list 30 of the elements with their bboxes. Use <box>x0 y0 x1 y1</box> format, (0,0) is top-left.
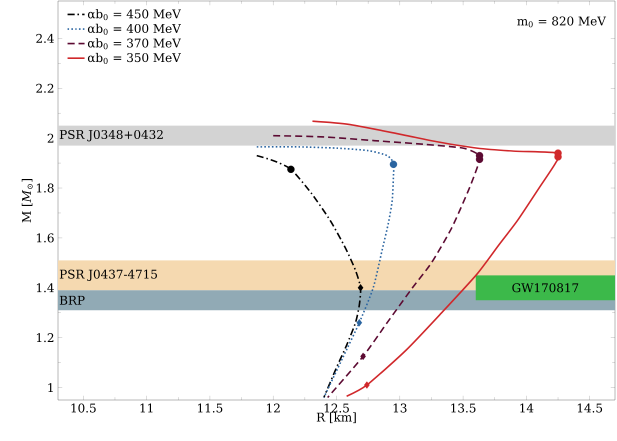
y-tick-label: 1.2 <box>36 333 54 342</box>
band-label: BRP <box>60 296 85 305</box>
x-tick-label: 13 <box>394 404 407 413</box>
y-tick-label: 2 <box>48 134 54 143</box>
x-tick-label: 14 <box>520 404 534 412</box>
x-tick-label: 12.5 <box>324 404 349 413</box>
annotation: GW170817 <box>512 283 578 292</box>
point <box>356 318 362 326</box>
band-label: PSR J0348+0432 <box>60 130 163 142</box>
y-tick-label: 1.8 <box>36 184 54 193</box>
y-tick-label: 2.4 <box>36 34 54 43</box>
legend-label: αb$_{0}$ = 350 MeV <box>88 52 182 64</box>
legend-label: αb$_{0}$ = 370 MeV <box>88 38 182 50</box>
legend-label: αb$_{0}$ = 450 MeV <box>88 9 182 20</box>
point <box>358 284 364 292</box>
x-tick-label: 14.5 <box>578 404 602 413</box>
x-tick-label: 10.5 <box>71 404 96 413</box>
legend-label: αb$_{0}$ = 400 MeV <box>88 24 182 35</box>
y-tick-label: 2.2 <box>36 84 54 93</box>
x-tick-label: 11 <box>140 404 153 412</box>
x-axis-title: R [km] <box>316 412 356 424</box>
annotation: m$_{0}$ = 820 MeV <box>517 16 606 28</box>
x-tick-label: 13.5 <box>451 404 476 413</box>
x-tick-label: 11.5 <box>198 404 222 413</box>
y-axis-title: M [M$_{⊙}$] <box>22 179 33 222</box>
y-tick-label: 1.4 <box>36 283 54 292</box>
band-label: PSR J0437-4715 <box>60 270 157 281</box>
x-tick-label: 12 <box>267 404 280 412</box>
y-tick-label: 1 <box>48 383 53 392</box>
y-tick-label: 1.6 <box>36 233 54 242</box>
